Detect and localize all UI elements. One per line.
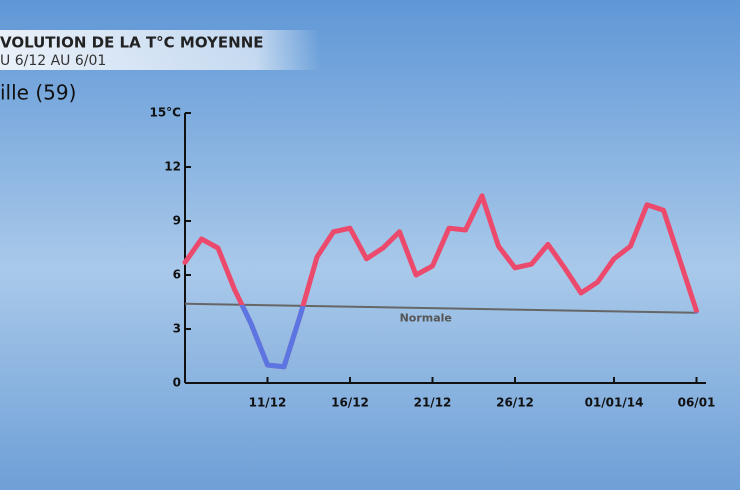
chart-title: VOLUTION DE LA T°C MOYENNE: [0, 34, 264, 52]
x-tick-label: 16/12: [331, 396, 369, 410]
x-tick-label: 21/12: [414, 396, 452, 410]
y-tick-label: 0: [173, 376, 181, 390]
y-tick-label: 6: [173, 268, 181, 282]
y-tick-label: 12: [164, 160, 181, 174]
y-tick-label: 15°C: [149, 106, 181, 120]
title-band: [0, 30, 320, 70]
x-tick-label: 01/01/14: [585, 396, 644, 410]
chart-subtitle: U 6/12 AU 6/01: [0, 53, 106, 69]
y-tick-label: 9: [173, 214, 181, 228]
x-tick-label: 06/01: [678, 396, 716, 410]
x-tick-label: 11/12: [249, 396, 287, 410]
normal-line: [184, 302, 697, 314]
temperature-line-below-normal: [182, 303, 699, 370]
x-tick-label: 26/12: [496, 396, 534, 410]
normal-label: Normale: [400, 311, 452, 324]
y-tick-label: 3: [173, 322, 181, 336]
location: ille (59): [0, 81, 76, 105]
